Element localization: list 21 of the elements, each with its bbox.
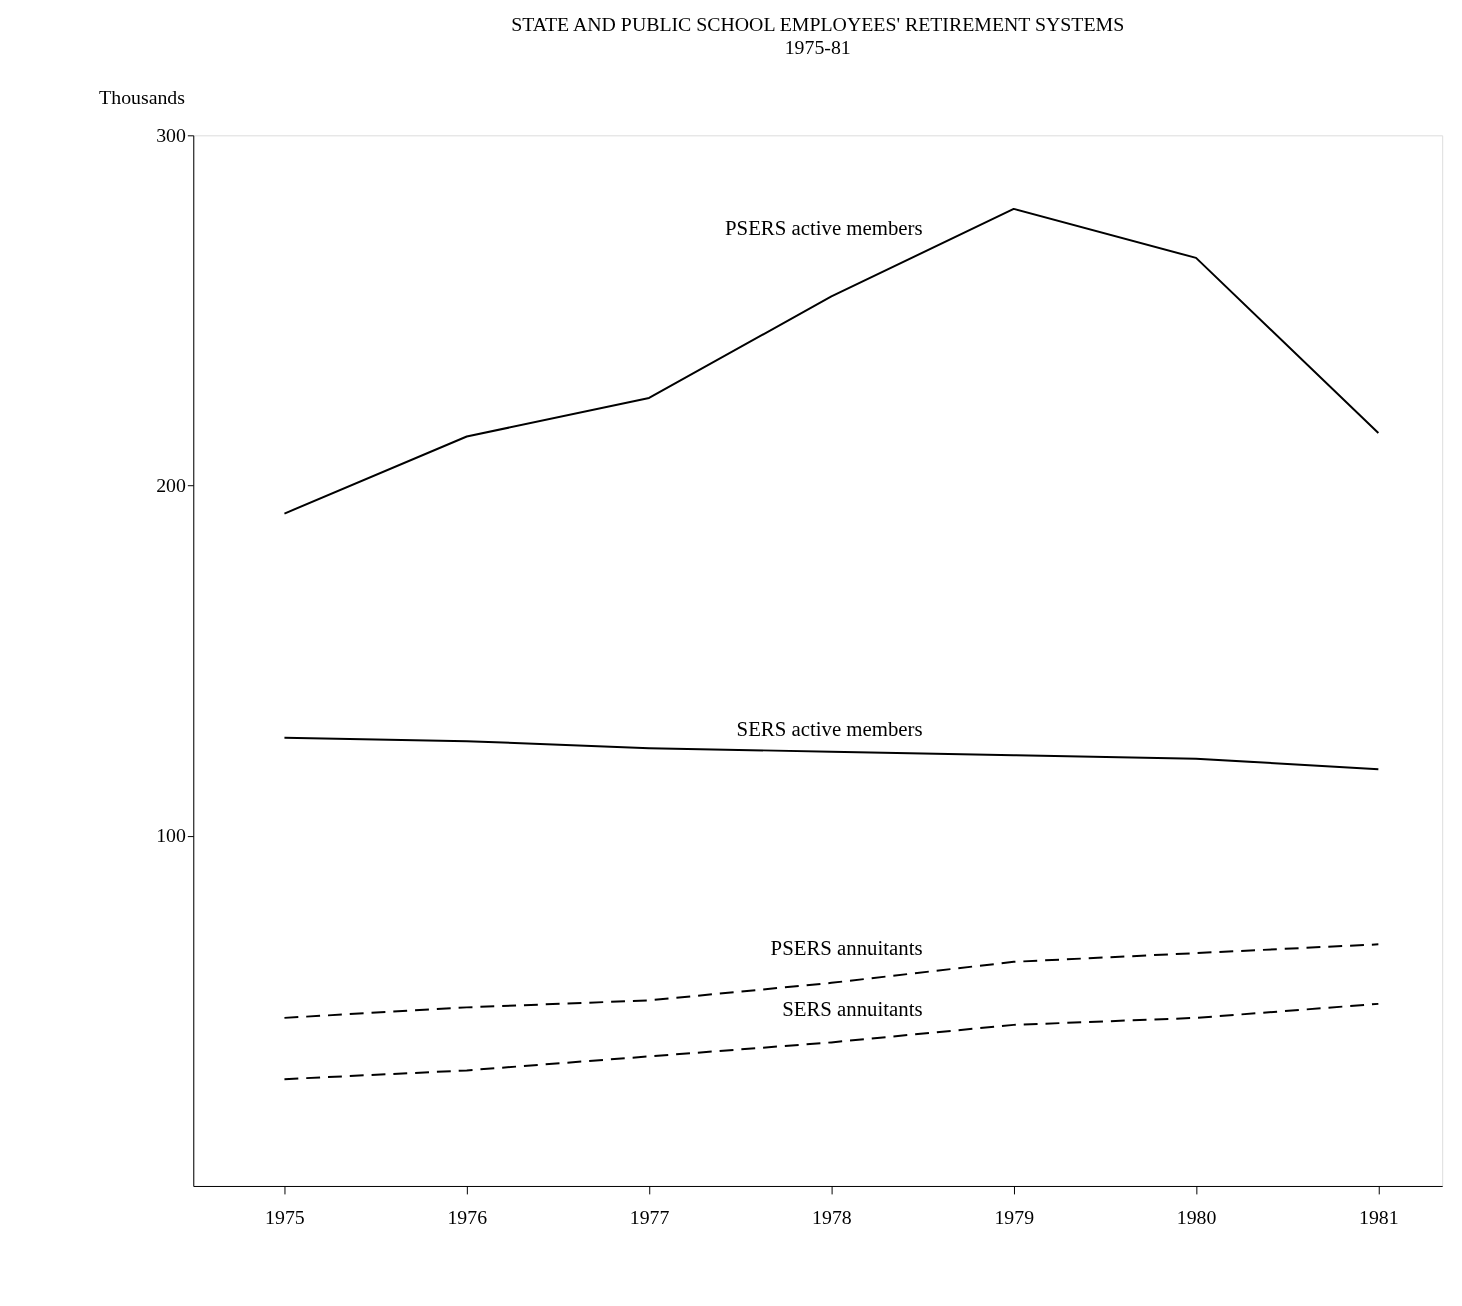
y-tick-label: 300 xyxy=(156,123,186,146)
line-series xyxy=(283,207,1380,515)
chart-subtitle: 1975-81 xyxy=(784,36,851,59)
series-label: PSERS active members xyxy=(725,215,923,240)
line-series xyxy=(283,943,1380,1019)
series-label: PSERS annuitants xyxy=(770,935,923,960)
x-tick-label: 1979 xyxy=(994,1206,1035,1229)
chart-title: STATE AND PUBLIC SCHOOL EMPLOYEES' RETIREMENT SYSTEMS xyxy=(511,13,1125,36)
line-series xyxy=(283,736,1380,771)
x-tick-label: 1976 xyxy=(447,1206,488,1229)
y-tick-label: 100 xyxy=(156,824,186,847)
series-label: SERS active members xyxy=(736,716,923,741)
x-tick-label: 1981 xyxy=(1359,1206,1399,1229)
line-series xyxy=(283,1002,1380,1081)
y-tick-label: 200 xyxy=(156,473,186,496)
y-axis-title: Thousands xyxy=(99,85,185,108)
x-tick-label: 1975 xyxy=(265,1206,305,1229)
x-tick-label: 1977 xyxy=(629,1206,670,1229)
x-tick-label: 1980 xyxy=(1176,1206,1217,1229)
series-label: SERS annuitants xyxy=(782,996,923,1021)
x-tick-label: 1978 xyxy=(812,1206,852,1229)
